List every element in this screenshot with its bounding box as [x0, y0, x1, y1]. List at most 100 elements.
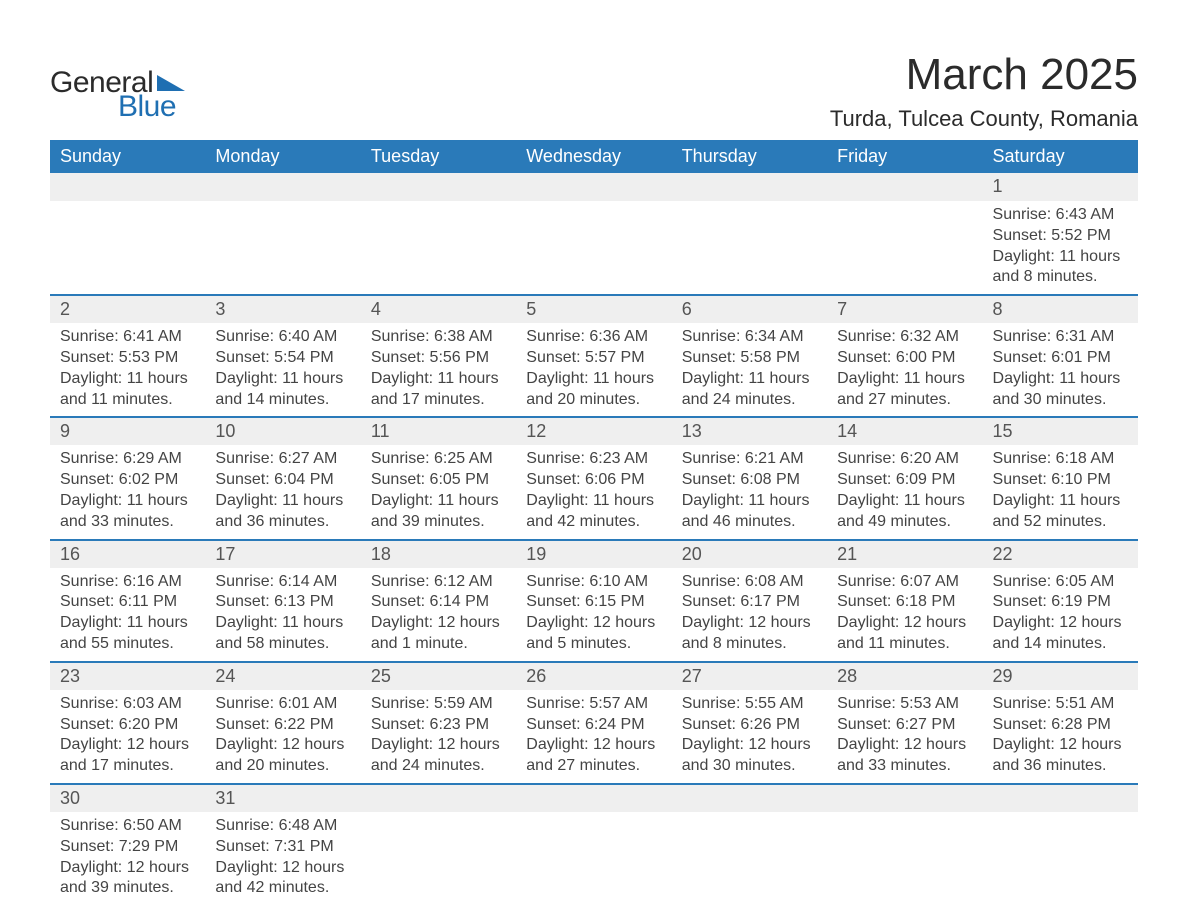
- daylight-text: Daylight: 12 hours and 11 minutes.: [837, 613, 972, 655]
- day-number-cell: 10: [205, 417, 360, 445]
- detail-row: Sunrise: 6:16 AMSunset: 6:11 PMDaylight:…: [50, 568, 1138, 662]
- day-detail-cell: Sunrise: 6:03 AMSunset: 6:20 PMDaylight:…: [50, 690, 205, 784]
- day-number-cell: 12: [516, 417, 671, 445]
- day-number-cell: 14: [827, 417, 982, 445]
- day-detail-cell: [205, 201, 360, 295]
- day-number-cell: 27: [672, 662, 827, 690]
- daylight-text: Daylight: 11 hours and 20 minutes.: [526, 369, 661, 411]
- sunset-text: Sunset: 6:13 PM: [215, 592, 350, 613]
- day-number-cell: 15: [983, 417, 1138, 445]
- day-number-cell: 5: [516, 295, 671, 323]
- daylight-text: Daylight: 11 hours and 33 minutes.: [60, 491, 195, 533]
- day-number-cell: 24: [205, 662, 360, 690]
- daylight-text: Daylight: 11 hours and 39 minutes.: [371, 491, 506, 533]
- day-detail-cell: [983, 812, 1138, 905]
- sunset-text: Sunset: 6:02 PM: [60, 470, 195, 491]
- day-number-cell: [672, 784, 827, 812]
- weekday-header: Saturday: [983, 140, 1138, 173]
- weekday-header: Tuesday: [361, 140, 516, 173]
- sunrise-text: Sunrise: 6:23 AM: [526, 449, 661, 470]
- day-detail-cell: [516, 201, 671, 295]
- day-detail-cell: Sunrise: 6:40 AMSunset: 5:54 PMDaylight:…: [205, 323, 360, 417]
- day-detail-cell: Sunrise: 6:48 AMSunset: 7:31 PMDaylight:…: [205, 812, 360, 905]
- daylight-text: Daylight: 12 hours and 42 minutes.: [215, 858, 350, 900]
- day-number-cell: 9: [50, 417, 205, 445]
- sunrise-text: Sunrise: 6:07 AM: [837, 572, 972, 593]
- day-detail-cell: [50, 201, 205, 295]
- day-detail-cell: Sunrise: 6:07 AMSunset: 6:18 PMDaylight:…: [827, 568, 982, 662]
- sunrise-text: Sunrise: 6:08 AM: [682, 572, 817, 593]
- sunset-text: Sunset: 6:27 PM: [837, 715, 972, 736]
- day-detail-cell: Sunrise: 6:01 AMSunset: 6:22 PMDaylight:…: [205, 690, 360, 784]
- day-detail-cell: Sunrise: 6:20 AMSunset: 6:09 PMDaylight:…: [827, 445, 982, 539]
- day-number-cell: 31: [205, 784, 360, 812]
- sunrise-text: Sunrise: 6:10 AM: [526, 572, 661, 593]
- day-detail-cell: Sunrise: 6:38 AMSunset: 5:56 PMDaylight:…: [361, 323, 516, 417]
- sunset-text: Sunset: 6:00 PM: [837, 348, 972, 369]
- day-number-cell: [50, 173, 205, 201]
- sunrise-text: Sunrise: 6:12 AM: [371, 572, 506, 593]
- weekday-header-row: Sunday Monday Tuesday Wednesday Thursday…: [50, 140, 1138, 173]
- sunset-text: Sunset: 5:57 PM: [526, 348, 661, 369]
- sunrise-text: Sunrise: 6:03 AM: [60, 694, 195, 715]
- weekday-header: Friday: [827, 140, 982, 173]
- daylight-text: Daylight: 11 hours and 49 minutes.: [837, 491, 972, 533]
- sunrise-text: Sunrise: 6:34 AM: [682, 327, 817, 348]
- daylight-text: Daylight: 11 hours and 27 minutes.: [837, 369, 972, 411]
- day-number-cell: 4: [361, 295, 516, 323]
- daylight-text: Daylight: 12 hours and 5 minutes.: [526, 613, 661, 655]
- day-detail-cell: Sunrise: 6:32 AMSunset: 6:00 PMDaylight:…: [827, 323, 982, 417]
- sunset-text: Sunset: 6:22 PM: [215, 715, 350, 736]
- detail-row: Sunrise: 6:03 AMSunset: 6:20 PMDaylight:…: [50, 690, 1138, 784]
- day-detail-cell: Sunrise: 5:53 AMSunset: 6:27 PMDaylight:…: [827, 690, 982, 784]
- day-number-cell: 17: [205, 540, 360, 568]
- daylight-text: Daylight: 11 hours and 24 minutes.: [682, 369, 817, 411]
- day-detail-cell: Sunrise: 6:10 AMSunset: 6:15 PMDaylight:…: [516, 568, 671, 662]
- daynum-row: 3031: [50, 784, 1138, 812]
- day-detail-cell: [361, 812, 516, 905]
- day-detail-cell: Sunrise: 6:14 AMSunset: 6:13 PMDaylight:…: [205, 568, 360, 662]
- daylight-text: Daylight: 12 hours and 14 minutes.: [993, 613, 1128, 655]
- location: Turda, Tulcea County, Romania: [830, 106, 1138, 132]
- day-detail-cell: Sunrise: 6:25 AMSunset: 6:05 PMDaylight:…: [361, 445, 516, 539]
- daylight-text: Daylight: 11 hours and 8 minutes.: [993, 247, 1128, 289]
- day-number-cell: [672, 173, 827, 201]
- day-number-cell: 7: [827, 295, 982, 323]
- sunset-text: Sunset: 6:10 PM: [993, 470, 1128, 491]
- sunset-text: Sunset: 6:18 PM: [837, 592, 972, 613]
- sunset-text: Sunset: 6:05 PM: [371, 470, 506, 491]
- day-number-cell: 1: [983, 173, 1138, 201]
- sunrise-text: Sunrise: 5:51 AM: [993, 694, 1128, 715]
- day-detail-cell: Sunrise: 6:12 AMSunset: 6:14 PMDaylight:…: [361, 568, 516, 662]
- sunrise-text: Sunrise: 6:27 AM: [215, 449, 350, 470]
- sunset-text: Sunset: 6:01 PM: [993, 348, 1128, 369]
- sunrise-text: Sunrise: 6:48 AM: [215, 816, 350, 837]
- day-detail-cell: [827, 201, 982, 295]
- day-number-cell: 20: [672, 540, 827, 568]
- sunset-text: Sunset: 6:11 PM: [60, 592, 195, 613]
- title-block: March 2025 Turda, Tulcea County, Romania: [830, 50, 1138, 132]
- day-number-cell: [361, 173, 516, 201]
- daylight-text: Daylight: 12 hours and 30 minutes.: [682, 735, 817, 777]
- sunset-text: Sunset: 6:28 PM: [993, 715, 1128, 736]
- sunset-text: Sunset: 6:24 PM: [526, 715, 661, 736]
- sunset-text: Sunset: 6:20 PM: [60, 715, 195, 736]
- sunrise-text: Sunrise: 6:36 AM: [526, 327, 661, 348]
- brand-logo: General Blue: [50, 50, 185, 124]
- day-number-cell: [205, 173, 360, 201]
- daylight-text: Daylight: 11 hours and 52 minutes.: [993, 491, 1128, 533]
- daylight-text: Daylight: 12 hours and 17 minutes.: [60, 735, 195, 777]
- sunrise-text: Sunrise: 6:21 AM: [682, 449, 817, 470]
- day-detail-cell: Sunrise: 6:50 AMSunset: 7:29 PMDaylight:…: [50, 812, 205, 905]
- sunset-text: Sunset: 7:29 PM: [60, 837, 195, 858]
- daynum-row: 16171819202122: [50, 540, 1138, 568]
- day-detail-cell: Sunrise: 6:43 AMSunset: 5:52 PMDaylight:…: [983, 201, 1138, 295]
- day-number-cell: [516, 784, 671, 812]
- day-number-cell: [827, 784, 982, 812]
- day-detail-cell: Sunrise: 6:31 AMSunset: 6:01 PMDaylight:…: [983, 323, 1138, 417]
- day-detail-cell: Sunrise: 5:55 AMSunset: 6:26 PMDaylight:…: [672, 690, 827, 784]
- day-number-cell: 18: [361, 540, 516, 568]
- day-number-cell: 16: [50, 540, 205, 568]
- day-number-cell: 30: [50, 784, 205, 812]
- sunrise-text: Sunrise: 6:43 AM: [993, 205, 1128, 226]
